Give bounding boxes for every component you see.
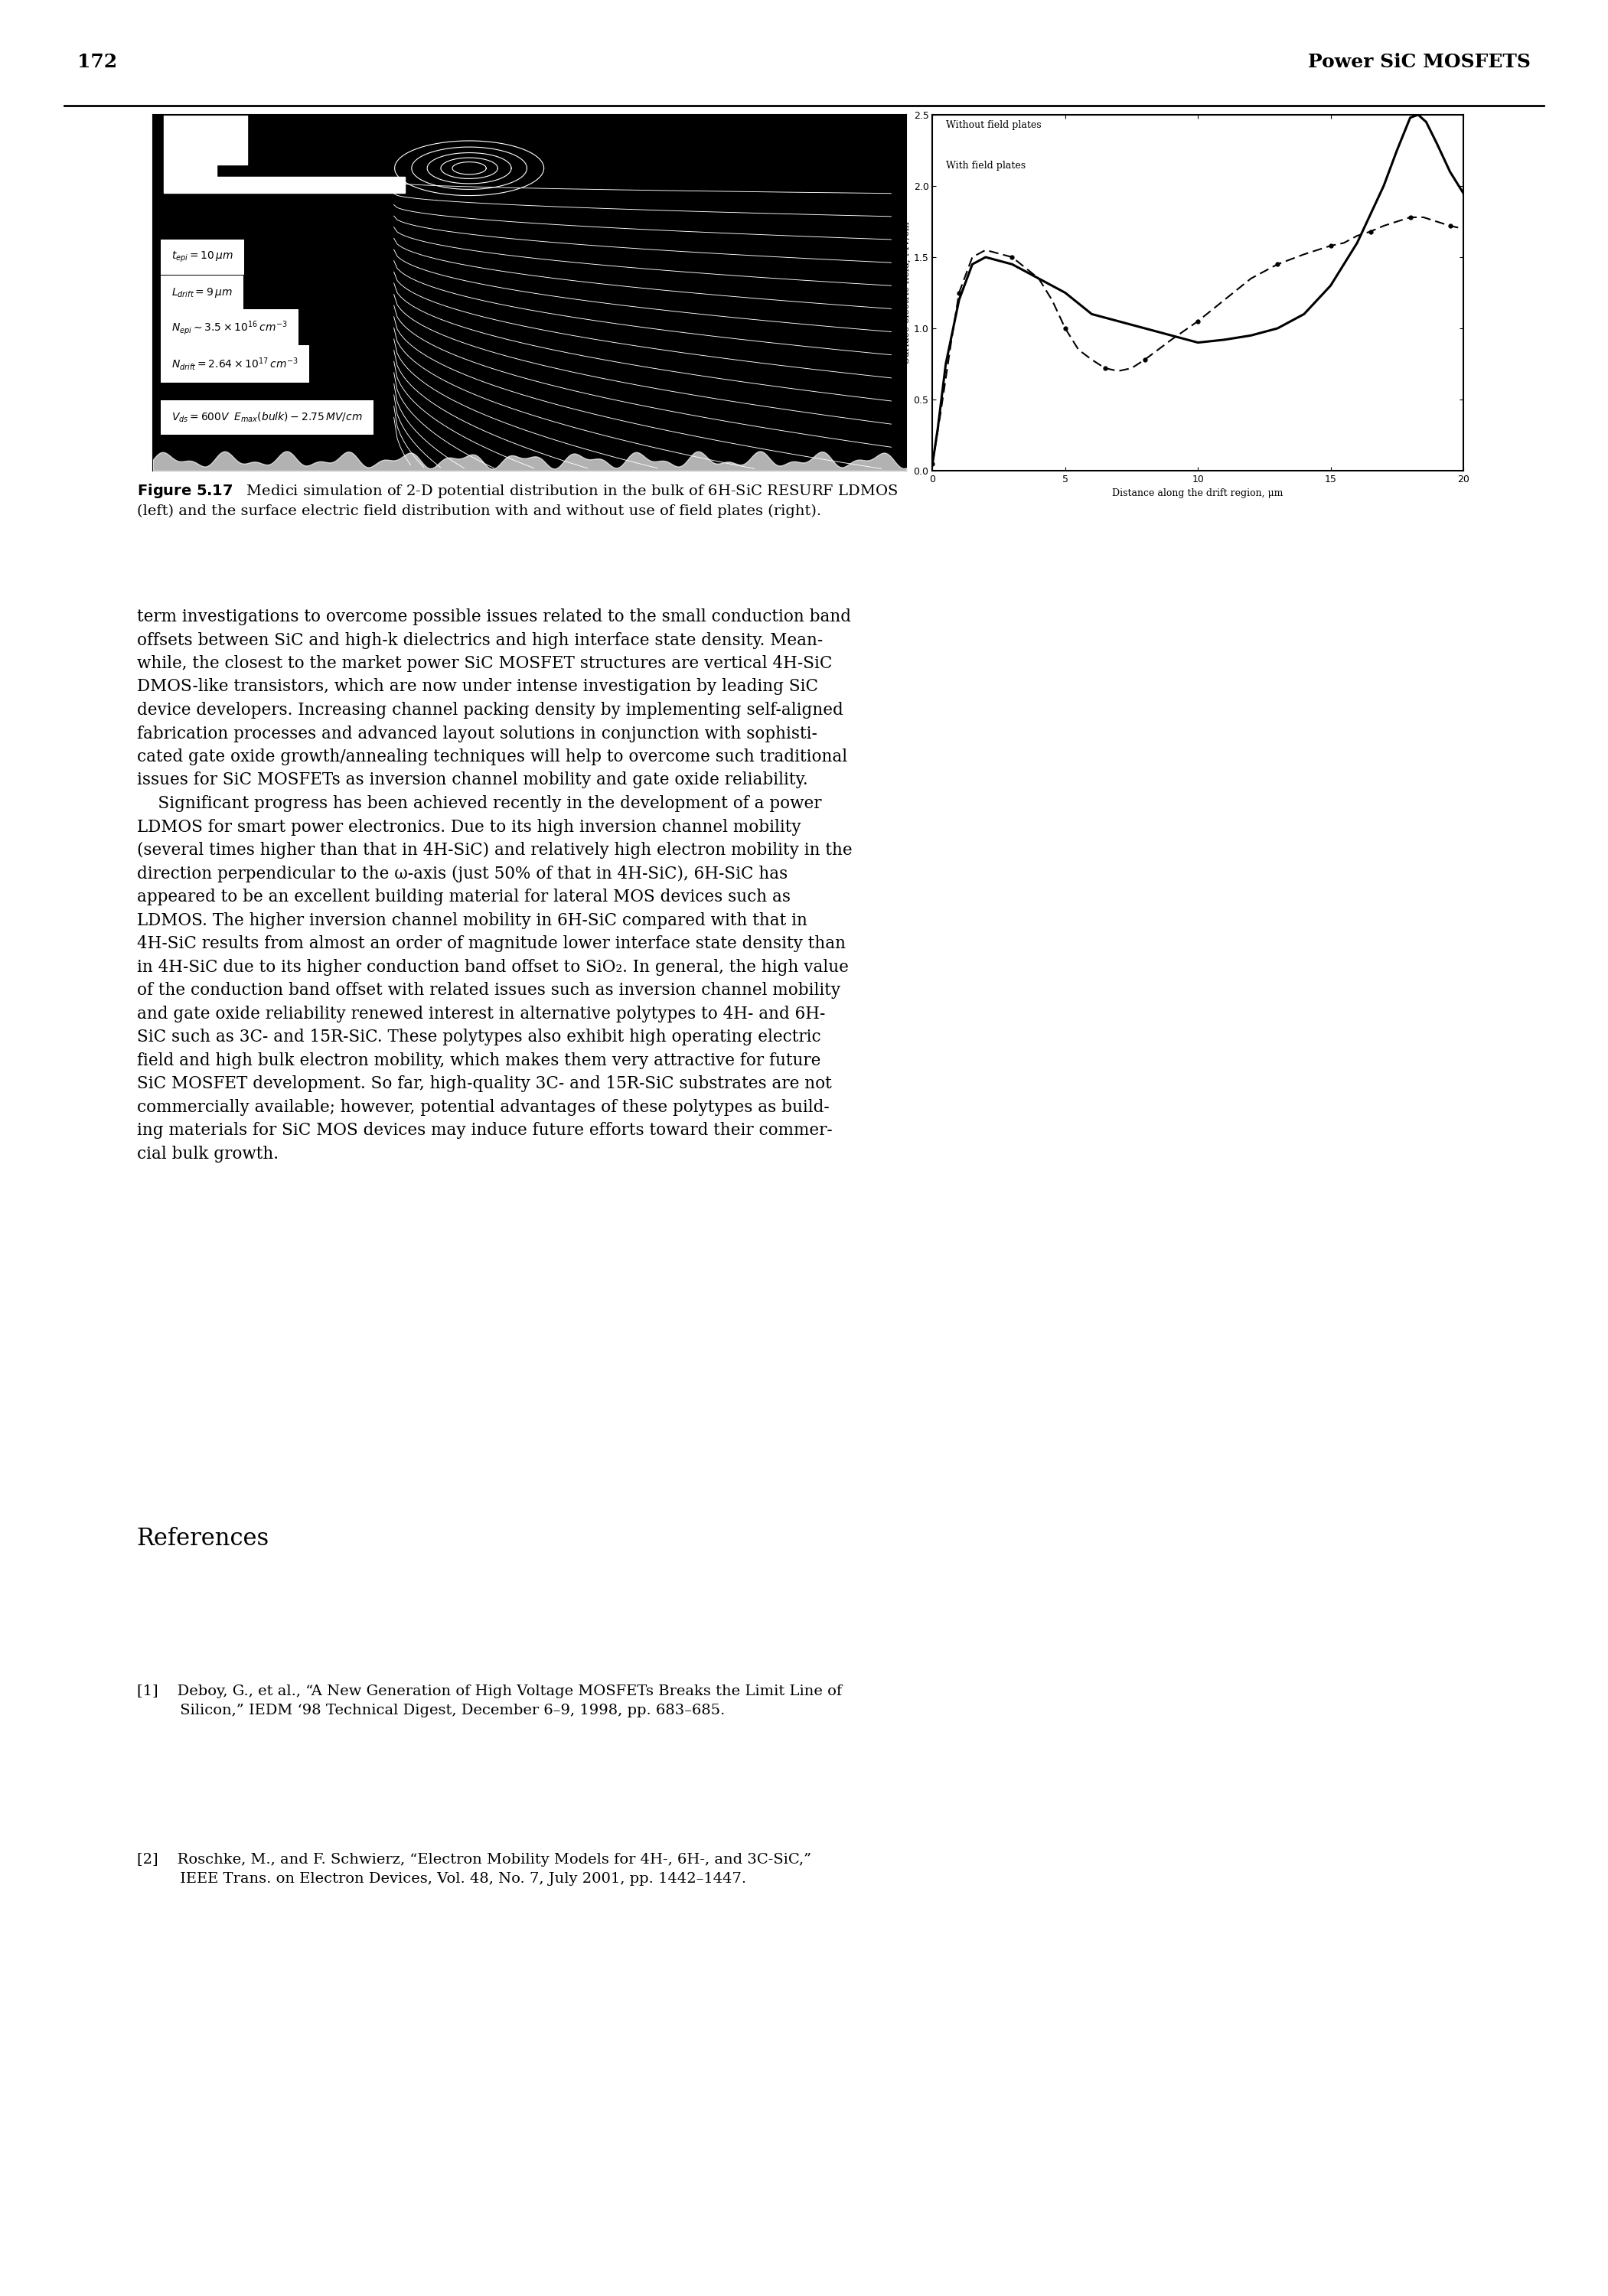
X-axis label: Distance along the drift region, μm: Distance along the drift region, μm <box>1113 489 1283 498</box>
Bar <box>164 177 405 193</box>
Text: Without field plates: Without field plates <box>946 119 1040 131</box>
Text: $L_{drift} = 9\,\mu m$: $L_{drift} = 9\,\mu m$ <box>172 287 233 298</box>
Text: 172: 172 <box>77 53 117 71</box>
Text: $t_{epi} = 10\,\mu m$: $t_{epi} = 10\,\mu m$ <box>172 250 233 264</box>
Text: $N_{epi} \sim 3.5 \times 10^{16}\,cm^{-3}$: $N_{epi} \sim 3.5 \times 10^{16}\,cm^{-3… <box>172 319 288 338</box>
Text: $N_{drift} = 2.64 \times 10^{17}\,cm^{-3}$: $N_{drift} = 2.64 \times 10^{17}\,cm^{-3… <box>172 356 299 372</box>
Text: References: References <box>137 1527 269 1550</box>
Text: [1]    Deboy, G., et al., “A New Generation of High Voltage MOSFETs Breaks the L: [1] Deboy, G., et al., “A New Generation… <box>137 1685 841 1717</box>
Text: Power SiC MOSFETS: Power SiC MOSFETS <box>1309 53 1531 71</box>
Text: $\bf{Figure\ 5.17}$$\;$  Medici simulation of 2-D potential distribution in the : $\bf{Figure\ 5.17}$$\;$ Medici simulatio… <box>137 482 897 519</box>
Text: term investigations to overcome possible issues related to the small conduction : term investigations to overcome possible… <box>137 608 852 1162</box>
Bar <box>164 165 217 177</box>
Text: [2]    Roschke, M., and F. Schwierz, “Electron Mobility Models for 4H-, 6H-, and: [2] Roschke, M., and F. Schwierz, “Elect… <box>137 1853 810 1885</box>
Text: $V_{ds} = 600V\;\; E_{max}(bulk) - 2.75\, MV/cm$: $V_{ds} = 600V\;\; E_{max}(bulk) - 2.75\… <box>172 411 363 425</box>
Y-axis label: Surface electric field, MV/cm: Surface electric field, MV/cm <box>902 223 912 363</box>
Text: With field plates: With field plates <box>946 161 1026 170</box>
Bar <box>164 115 248 165</box>
